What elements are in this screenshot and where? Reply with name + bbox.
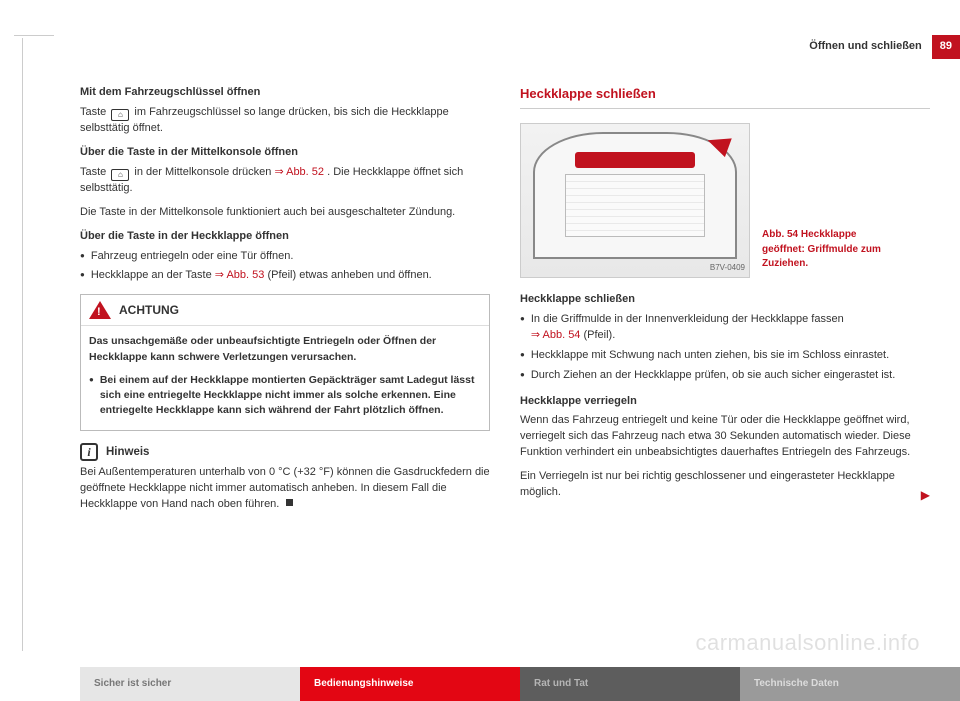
- footer-tab-safety: Sicher ist sicher: [80, 667, 300, 701]
- heading-open-tailgate-btn: Über die Taste in der Heckklappe öffnen: [80, 229, 490, 245]
- warning-title: ACHTUNG: [119, 302, 179, 319]
- para-lock-condition: Ein Verriegeln ist nur bei richtig gesch…: [520, 469, 930, 501]
- warning-header: ACHTUNG: [81, 295, 489, 326]
- para-lock-tailgate: Wenn das Fahrzeug entriegelt und keine T…: [520, 413, 930, 461]
- warning-box: ACHTUNG Das unsachgemäße oder unbeaufsic…: [80, 294, 490, 431]
- list-item: Fahrzeug entriegeln oder eine Tür öffnen…: [80, 249, 490, 265]
- right-column: Heckklappe schließen B7V-0409 Abb. 54 He…: [520, 85, 930, 521]
- footer-tabs: Sicher ist sicher Bedienungshinweise Rat…: [80, 667, 960, 701]
- list-item: In die Griffmulde in der Innenverkleidun…: [520, 312, 930, 344]
- running-header: Öffnen und schließen 89: [809, 35, 960, 59]
- heading-lock-tailgate: Heckklappe verriegeln: [520, 394, 930, 410]
- watermark: carmanualsonline.info: [695, 627, 920, 659]
- section-title-close: Heckklappe schließen: [520, 85, 930, 109]
- footer-tab-tips: Rat und Tat: [520, 667, 740, 701]
- page-container: Öffnen und schließen 89 Mit dem Fahrzeug…: [0, 0, 960, 701]
- footer-tab-techdata: Technische Daten: [740, 667, 960, 701]
- ref-abb-53: ⇒ Abb. 53: [215, 269, 265, 281]
- warning-triangle-icon: [89, 301, 111, 319]
- left-column: Mit dem Fahrzeugschlüssel öffnen Taste ⌂…: [80, 85, 490, 521]
- heading-open-with-key: Mit dem Fahrzeugschlüssel öffnen: [80, 85, 490, 101]
- figure-image-tailgate: B7V-0409: [520, 123, 750, 278]
- tailgate-window: [565, 174, 705, 237]
- para-open-with-key: Taste ⌂ im Fahrzeugschlüssel so lange dr…: [80, 105, 490, 137]
- list-item: Durch Ziehen an der Heckklappe prüfen, o…: [520, 368, 930, 384]
- continued-arrow-icon: ▶: [921, 487, 930, 504]
- ref-abb-52: ⇒ Abb. 52: [274, 166, 324, 178]
- heading-close-tailgate: Heckklappe schließen: [520, 292, 930, 308]
- list-item: Heckklappe mit Schwung nach unten ziehen…: [520, 348, 930, 364]
- figure-code: B7V-0409: [710, 262, 745, 274]
- ref-abb-54: ⇒ Abb. 54: [531, 329, 581, 341]
- trunk-key-icon: ⌂: [111, 169, 129, 181]
- heading-open-console: Über die Taste in der Mittelkonsole öffn…: [80, 145, 490, 161]
- warning-body: Das unsachgemäße oder unbeaufsichtigte E…: [81, 326, 489, 430]
- content-columns: Mit dem Fahrzeugschlüssel öffnen Taste ⌂…: [80, 85, 930, 521]
- note-title: Hinweis: [106, 444, 149, 461]
- header-section-title: Öffnen und schließen: [809, 39, 931, 55]
- end-of-topic-icon: [286, 499, 293, 506]
- trunk-key-icon: ⌂: [111, 109, 129, 121]
- figure-row: B7V-0409 Abb. 54 Heckklappe geöffnet: Gr…: [520, 123, 930, 278]
- footer-tab-operating: Bedienungshinweise: [300, 667, 520, 701]
- list-item: Heckklappe an der Taste ⇒ Abb. 53 (Pfeil…: [80, 268, 490, 284]
- para-console-ignition: Die Taste in der Mittelkonsole funktioni…: [80, 205, 490, 221]
- note-header: i Hinweis: [80, 443, 490, 461]
- warning-para: Das unsachgemäße oder unbeaufsichtigte E…: [89, 334, 481, 364]
- header-page-number: 89: [932, 35, 960, 59]
- note-para: Bei Außentemperaturen unterhalb von 0 °C…: [80, 465, 490, 513]
- tailgate-illustration: [533, 132, 737, 259]
- grip-highlight: [575, 152, 695, 168]
- list-item: Bei einem auf der Heckklappe montierten …: [89, 373, 481, 419]
- figure-caption: Abb. 54 Heckklappe geöffnet: Griffmulde …: [762, 228, 902, 278]
- para-open-console: Taste ⌂ in der Mittelkonsole drücken ⇒ A…: [80, 165, 490, 197]
- info-icon: i: [80, 443, 98, 461]
